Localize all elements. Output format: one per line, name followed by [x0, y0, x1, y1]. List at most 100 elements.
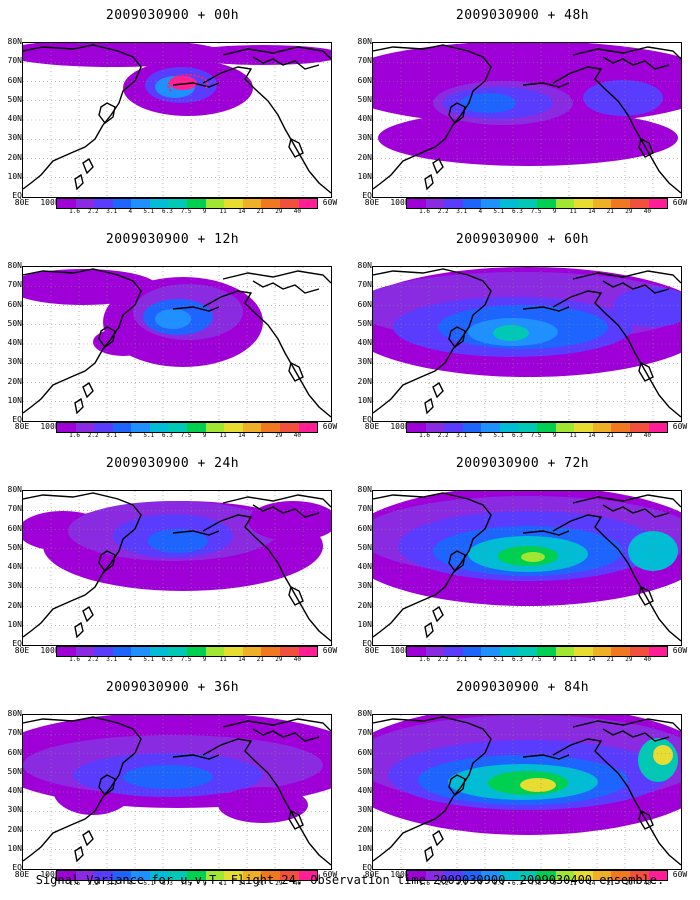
colorbar-tick-label: 14	[588, 656, 596, 663]
latitude-label: 10N	[357, 171, 372, 181]
coastline	[23, 716, 142, 862]
colorbar-tick-label: 40	[643, 208, 652, 215]
latitude-label: 50N	[357, 318, 372, 328]
latitude-label: 10N	[357, 843, 372, 853]
colorbar-swatch	[537, 423, 556, 432]
colorbar-tick-label: 9	[202, 656, 207, 663]
colorbar-swatch	[611, 871, 630, 880]
colorbar-swatch	[298, 871, 318, 880]
colorbar-tick-label: 9	[552, 656, 557, 663]
variance-contour-fill	[218, 787, 308, 823]
variance-contour-fill	[520, 778, 556, 792]
colorbar-swatch	[648, 199, 668, 208]
coastline	[288, 585, 304, 606]
coastline	[424, 621, 434, 639]
colorbar-tick-label: 21	[256, 656, 264, 663]
colorbar-tick-label: 7.5	[530, 656, 542, 663]
colorbar-tick-label: 5.1	[143, 208, 155, 215]
coastline	[552, 290, 681, 418]
coastline	[252, 728, 320, 742]
latitude-label: 10N	[357, 395, 372, 405]
colorbar-swatch	[131, 871, 150, 880]
colorbar-swatch	[75, 423, 95, 432]
variance-contour-fill	[169, 76, 197, 90]
coastline	[602, 504, 670, 518]
coastline	[373, 492, 492, 638]
colorbar-swatch	[537, 871, 556, 880]
colorbar-swatch	[75, 199, 95, 208]
coastline	[448, 102, 466, 124]
coastline	[82, 381, 94, 399]
panel-title: 2009030900 + 84h	[455, 680, 590, 695]
longitude-label: 100E	[40, 198, 60, 207]
latitude-label: 60N	[357, 747, 372, 757]
colorbar-tick-label: 3.1	[106, 880, 118, 887]
coastline	[202, 66, 331, 194]
colorbar-swatch	[94, 647, 113, 656]
colorbar-tick-label: 40	[293, 432, 302, 439]
colorbar-swatch	[261, 647, 280, 656]
longitude-label: 60W	[672, 646, 688, 655]
latitude-label: 80N	[357, 37, 372, 46]
colorbar-swatch	[279, 199, 299, 208]
variance-contour-fill	[460, 93, 516, 113]
colorbar	[406, 870, 668, 881]
colorbar-tick-label: 9	[552, 880, 557, 887]
coastline	[23, 492, 142, 638]
coastline	[448, 326, 466, 348]
colorbar-swatch	[537, 647, 556, 656]
colorbar-tick-label: 11	[569, 880, 577, 887]
longitude-label: 100E	[40, 422, 60, 431]
longitude-label: 60W	[672, 870, 688, 879]
colorbar-tick-label: 1.6	[419, 208, 430, 215]
colorbar-swatch	[131, 647, 150, 656]
colorbar-tick-label: 9	[552, 208, 557, 215]
colorbar-swatch	[112, 871, 132, 880]
latitude-label: 50N	[7, 766, 22, 776]
longitude-label: 60W	[322, 870, 338, 879]
colorbar-swatch	[592, 647, 612, 656]
coastline	[23, 44, 142, 190]
colorbar-swatch	[279, 647, 299, 656]
latitude-label: 20N	[357, 152, 372, 162]
colorbar-swatch	[499, 423, 519, 432]
colorbar-tick-label: 29	[625, 656, 633, 663]
panel-title: 2009030900 + 36h	[105, 680, 240, 695]
colorbar-swatch	[187, 199, 206, 208]
colorbar-tick-label: 14	[588, 208, 596, 215]
colorbar-tick-label: 2.2	[87, 656, 99, 663]
coastline	[373, 716, 492, 862]
colorbar-tick-label: 3.1	[456, 208, 468, 215]
coastline	[172, 754, 220, 760]
latitude-label: 20N	[7, 600, 22, 610]
colorbar-swatch	[629, 871, 649, 880]
latitude-label: 10N	[357, 619, 372, 629]
coastline	[522, 306, 570, 312]
colorbar-swatch	[261, 871, 280, 880]
latitude-label: 40N	[357, 338, 372, 347]
coastline	[522, 82, 570, 88]
colorbar-labels: 1.6 2.2 3.1 4 5.1 6.3 7.5 9 11 14 21 29 40	[56, 881, 316, 889]
panel-title: 2009030900 + 60h	[455, 232, 590, 247]
map-canvas	[23, 267, 331, 421]
colorbar	[56, 422, 318, 433]
coastline	[222, 718, 331, 732]
latitude-label: 70N	[357, 728, 372, 738]
coastline	[424, 397, 434, 415]
map-frame	[372, 42, 682, 198]
latitude-label: 80N	[7, 709, 22, 718]
latitude-label: 40N	[7, 786, 22, 795]
latitude-label: 60N	[357, 523, 372, 533]
latitude-label: EQ	[12, 863, 22, 872]
colorbar-tick-label: 40	[293, 656, 302, 663]
variance-contour-fill	[583, 80, 663, 116]
latitude-label: 10N	[7, 171, 22, 181]
colorbar-tick-label: 7.5	[530, 432, 542, 439]
colorbar-tick-label: 4	[128, 656, 133, 663]
colorbar-swatch	[611, 423, 630, 432]
latitude-label: 30N	[357, 581, 372, 591]
coastline	[288, 809, 304, 830]
colorbar-swatch	[537, 199, 556, 208]
colorbar-tick-label: 6.3	[162, 432, 173, 439]
panel-title: 2009030900 + 00h	[105, 8, 240, 23]
